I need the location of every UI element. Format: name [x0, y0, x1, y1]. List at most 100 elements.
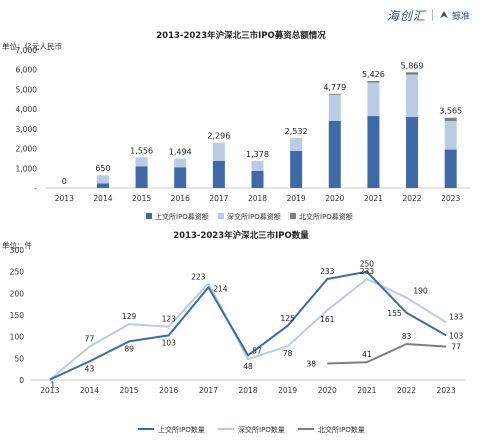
y-tick-label: - — [34, 184, 37, 193]
x-tick-label: 2020 — [318, 386, 337, 395]
y-tick-label: 7,000 — [16, 46, 38, 55]
data-label: 161 — [320, 315, 335, 324]
series-line-1 — [49, 270, 447, 381]
data-label: 103 — [449, 331, 464, 340]
bar-segment-1 — [367, 116, 380, 188]
y-tick-label: 250 — [10, 268, 25, 277]
total-label: 1,556 — [130, 146, 153, 155]
x-tick-label: 2014 — [93, 194, 112, 203]
total-label: 2,296 — [207, 132, 230, 141]
data-label: 48 — [243, 362, 253, 371]
legend-label-2: 深交所IPO数量 — [238, 425, 285, 434]
brand-logo-jingzhun: 鲸准 — [439, 9, 470, 22]
x-tick-label: 2014 — [80, 386, 99, 395]
bar-segment-3 — [367, 81, 380, 83]
total-label: 1,378 — [246, 150, 269, 159]
x-tick-label: 2015 — [120, 386, 139, 395]
bar-segment-1 — [444, 149, 457, 188]
data-label: 233 — [320, 267, 335, 276]
brand-header: 海创汇 鲸准 — [387, 6, 470, 24]
bar-segment-1 — [251, 170, 264, 188]
y-tick-label: 150 — [10, 311, 25, 320]
chart-title: 2013-2023年沪深北三市IPO募资总额情况 — [156, 30, 326, 41]
legend-swatch-3 — [290, 213, 296, 219]
x-tick-label: 2016 — [159, 386, 178, 395]
data-label: 103 — [162, 338, 177, 347]
total-label: 650 — [95, 164, 110, 173]
legend-label-3: 北交所IPO募资额 — [299, 212, 353, 221]
x-tick-label: 2021 — [364, 194, 383, 203]
x-tick-label: 2019 — [278, 386, 297, 395]
legend-label-2: 深交所IPO募资额 — [227, 212, 281, 221]
bar-segment-1 — [96, 183, 109, 188]
data-label: 38 — [306, 360, 316, 369]
data-label: 83 — [402, 332, 412, 341]
bar-segment-2 — [174, 158, 187, 168]
chart-title: 2013-2023年沪深北三市IPO数量 — [173, 230, 309, 241]
bar-segment-1 — [290, 150, 303, 188]
data-label: 89 — [124, 344, 134, 353]
legend-swatch-1 — [146, 213, 152, 219]
x-tick-label: 2016 — [171, 194, 190, 203]
unit-label: 单位：件 — [2, 240, 32, 250]
total-label: 0 — [62, 177, 67, 186]
data-label: 123 — [162, 315, 177, 324]
legend-label-3: 北交所IPO数量 — [318, 425, 365, 434]
bar-segment-2 — [290, 138, 303, 151]
data-label: 214 — [213, 284, 228, 293]
bar-segment-1 — [135, 166, 148, 188]
x-tick-label: 2020 — [325, 194, 344, 203]
y-tick-label: 1,000 — [16, 164, 38, 173]
bar-segment-2 — [444, 120, 457, 150]
y-tick-label: 100 — [10, 333, 25, 342]
x-tick-label: 2017 — [209, 194, 228, 203]
x-tick-label: 2018 — [248, 194, 267, 203]
series-line-3 — [327, 343, 447, 365]
data-label: 233 — [360, 267, 375, 276]
x-tick-label: 2022 — [402, 194, 421, 203]
y-tick-label: 200 — [10, 289, 25, 298]
x-tick-label: 2023 — [437, 386, 456, 395]
brand-logo-haichuanghui: 海创汇 — [386, 8, 426, 23]
data-label: 78 — [283, 349, 293, 358]
legend-label-1: 上交所IPO数量 — [158, 425, 205, 434]
y-tick-label: 2,000 — [16, 145, 38, 154]
total-label: 4,779 — [323, 83, 346, 92]
bar-segment-2 — [96, 175, 109, 184]
bar-segment-1 — [212, 160, 225, 188]
bar-segment-2 — [328, 94, 341, 121]
data-label: 129 — [122, 312, 137, 321]
bar-segment-2 — [251, 160, 264, 171]
y-tick-label: 6,000 — [16, 66, 38, 75]
x-tick-label: 2017 — [199, 386, 218, 395]
x-tick-label: 2018 — [238, 386, 257, 395]
x-tick-label: 2019 — [287, 194, 306, 203]
bar-segment-3 — [328, 93, 341, 95]
legend-swatch-2 — [218, 213, 224, 219]
data-label: 77 — [451, 343, 461, 352]
bar-segment-1 — [328, 120, 341, 188]
x-tick-label: 2022 — [397, 386, 416, 395]
bar-segment-3 — [406, 72, 419, 75]
legend-label-1: 上交所IPO募资额 — [155, 212, 209, 221]
x-tick-label: 2015 — [132, 194, 151, 203]
bar-segment-1 — [174, 167, 187, 188]
x-tick-label: 2023 — [441, 194, 460, 203]
bar-segment-3 — [444, 117, 457, 121]
bar-segment-2 — [212, 142, 225, 161]
y-tick-label: 4,000 — [16, 105, 38, 114]
data-label: 223 — [191, 272, 206, 281]
y-tick-label: 3,000 — [16, 125, 38, 134]
bar-segment-2 — [135, 157, 148, 167]
x-tick-label: 2021 — [357, 386, 376, 395]
y-tick-label: 0 — [19, 376, 24, 385]
data-label: 250 — [360, 260, 375, 269]
y-tick-label: 50 — [14, 354, 24, 363]
whale-icon — [439, 11, 448, 18]
total-label: 5,869 — [401, 61, 424, 70]
total-label: 1,494 — [169, 148, 192, 157]
data-label: 43 — [85, 364, 95, 373]
data-label: 125 — [280, 314, 295, 323]
